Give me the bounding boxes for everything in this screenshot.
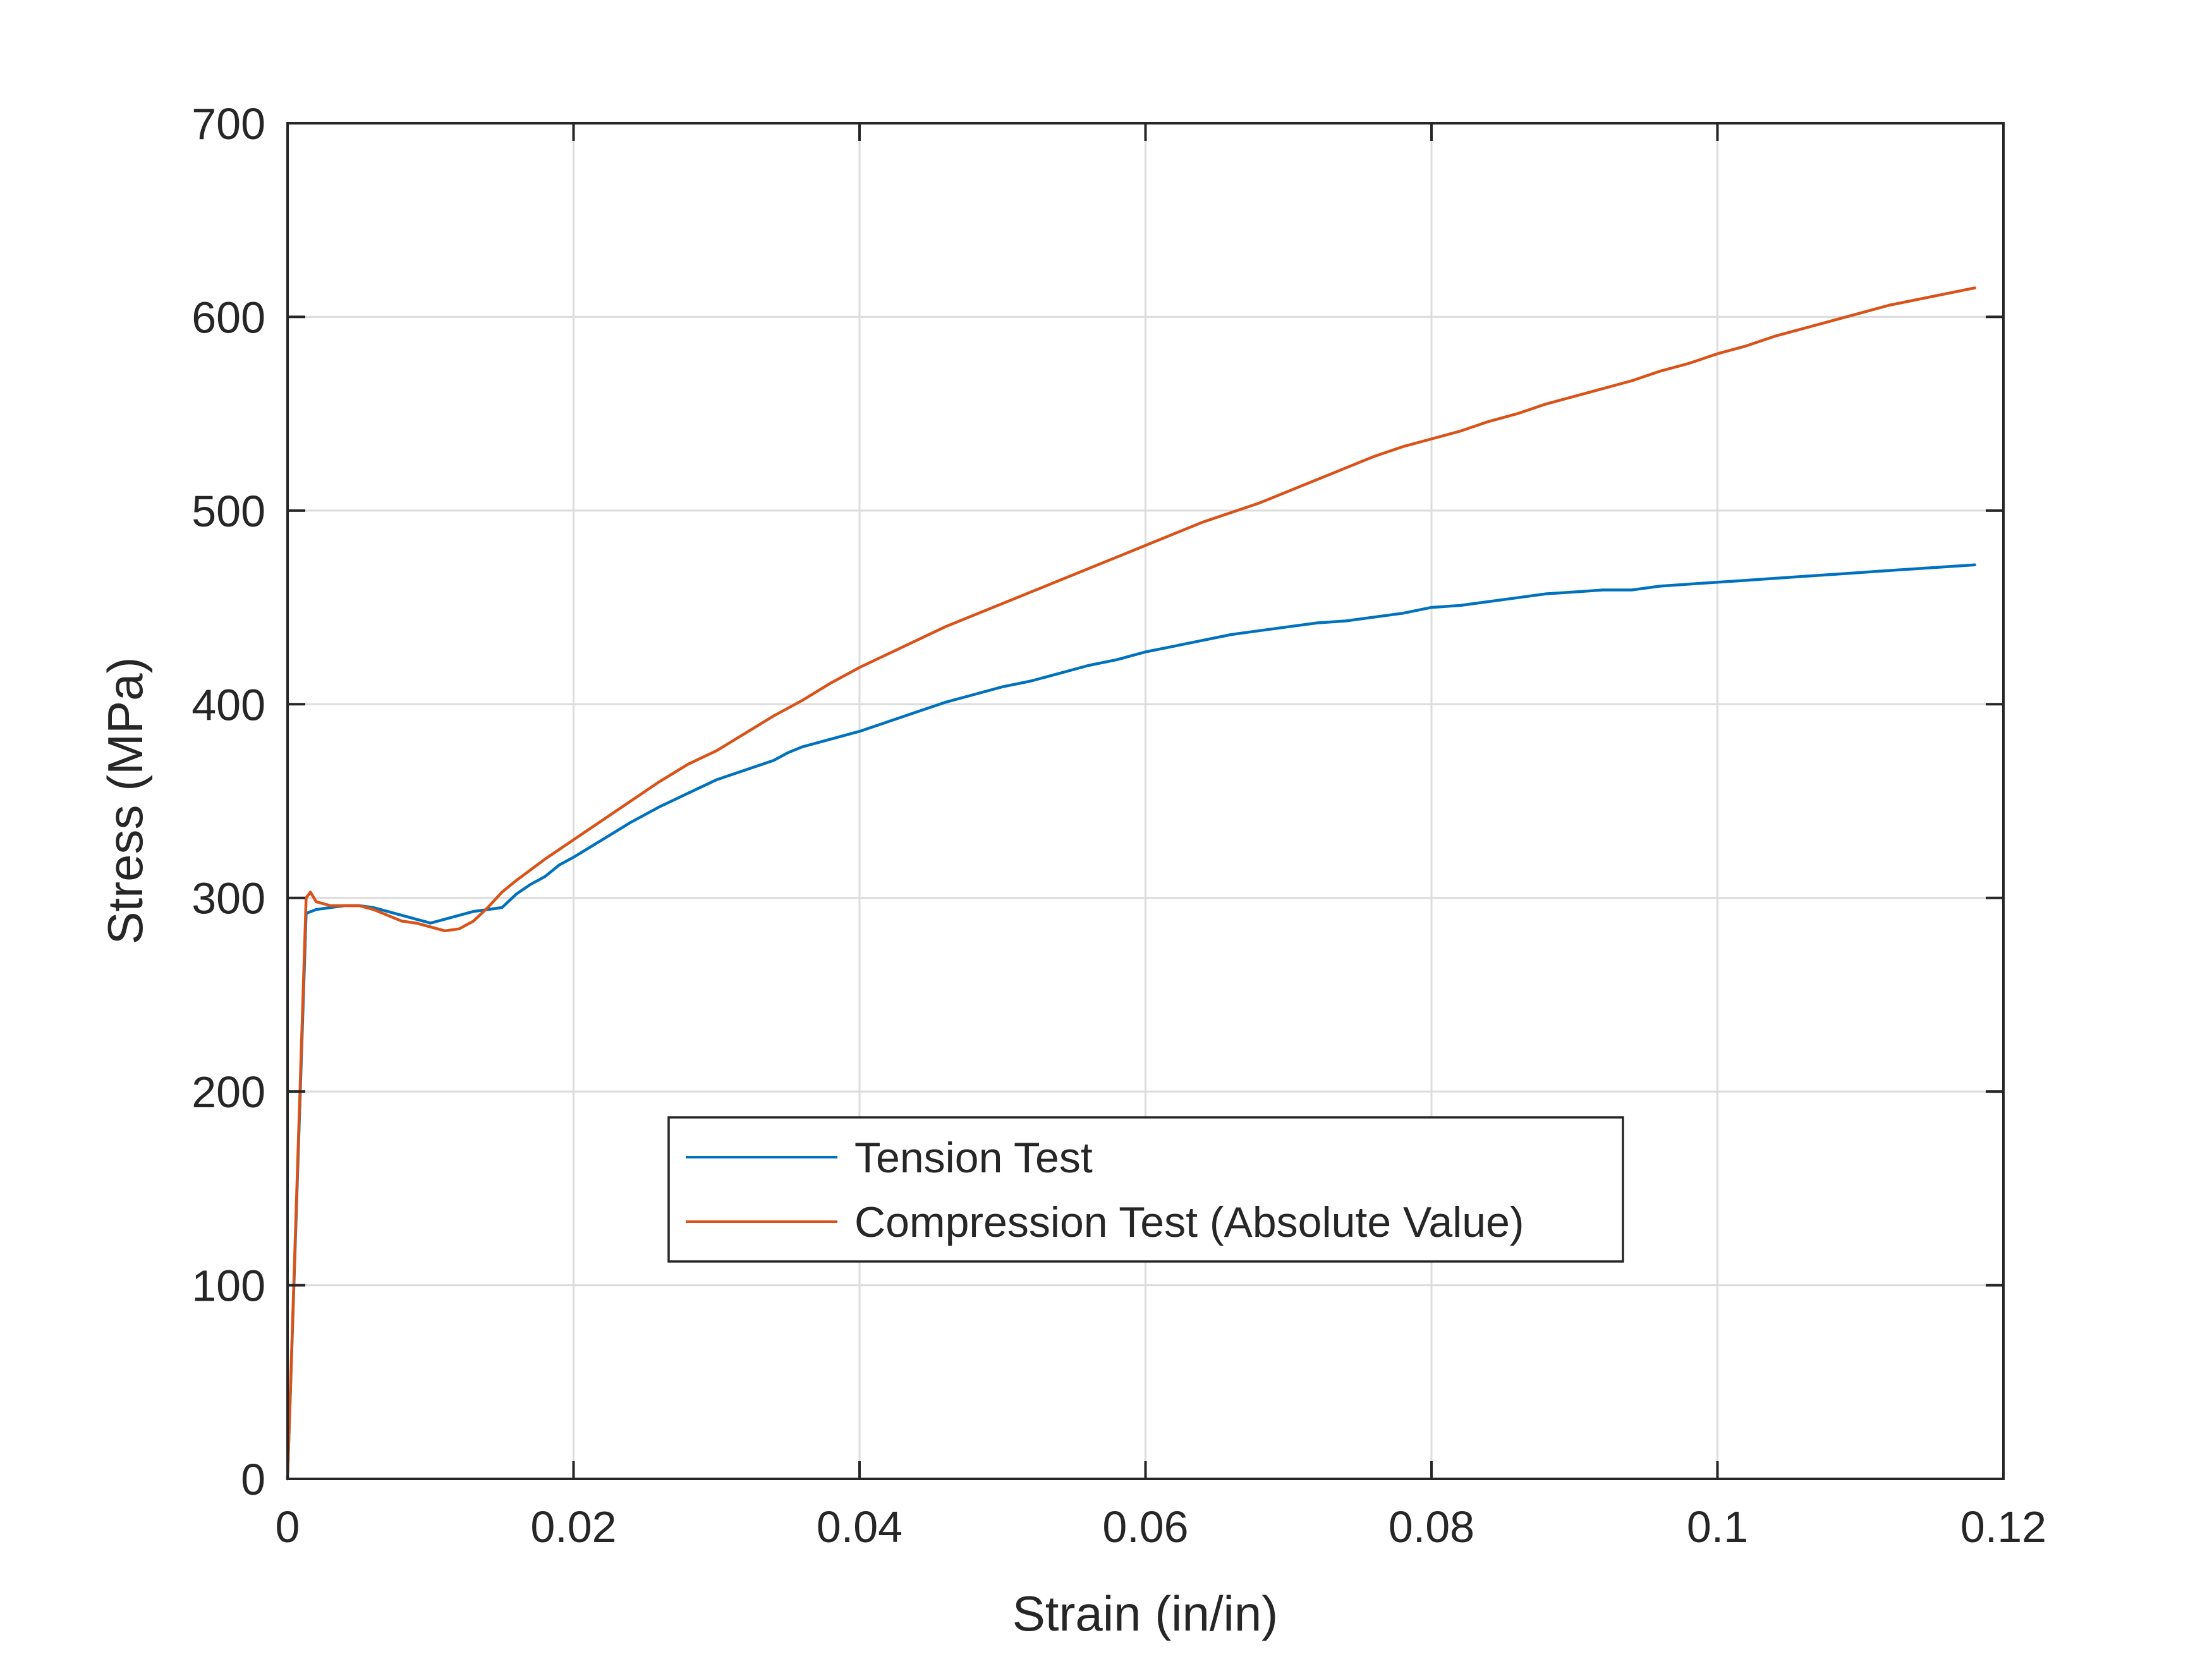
x-tick-label: 0 [276, 1502, 300, 1552]
y-axis-title: Stress (MPa) [97, 657, 153, 944]
legend-box [667, 1116, 1624, 1263]
y-tick-label: 500 [191, 487, 265, 536]
y-tick-label: 600 [191, 293, 265, 342]
y-tick-label: 300 [191, 874, 265, 923]
series-line-compression [286, 286, 1977, 1481]
tick-marks [286, 122, 2005, 1480]
x-tick-label: 0.1 [1687, 1502, 1748, 1552]
x-axis-title: Strain (in/in) [1012, 1586, 1278, 1641]
legend-label-compression: Compression Test (Absolute Value) [854, 1198, 1524, 1246]
y-tick-label: 0 [241, 1455, 265, 1504]
y-tick-label: 700 [191, 99, 265, 149]
series-line-tension [286, 563, 1977, 1481]
x-tick-label: 0.06 [1102, 1502, 1188, 1552]
y-tick-label: 200 [191, 1067, 265, 1117]
y-tick-label: 100 [191, 1261, 265, 1311]
y-tick-label: 400 [191, 680, 265, 729]
x-tick-label: 0.12 [1960, 1502, 2046, 1552]
legend: Tension Test Compression Test (Absolute … [667, 1116, 1624, 1263]
legend-label-tension: Tension Test [854, 1134, 1093, 1182]
x-tick-label: 0.04 [817, 1502, 902, 1552]
x-tick-label: 0.02 [530, 1502, 616, 1552]
x-tick-label: 0.08 [1389, 1502, 1474, 1552]
series-lines [286, 286, 1977, 1481]
tick-labels: 0 0.02 0.04 0.06 0.08 0.1 0.12 0 100 200 300 400 500… [191, 99, 2046, 1552]
